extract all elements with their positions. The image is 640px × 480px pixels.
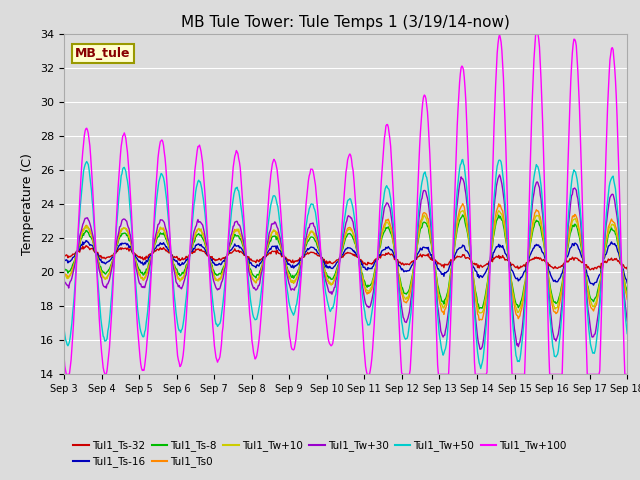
Tul1_Ts-8: [215, 271, 223, 276]
Tul1_Ts-8: [459, 212, 467, 218]
Tul1_Tw+100: [216, 354, 224, 360]
Tul1_Tw+100: [60, 353, 68, 359]
Tul1_Tw+10: [60, 270, 68, 276]
Tul1_Tw+10: [128, 245, 136, 251]
Tul1_Tw+10: [476, 310, 484, 316]
Tul1_Ts0: [215, 276, 223, 281]
Tul1_Ts0: [476, 317, 483, 323]
Tul1_Ts-32: [586, 267, 594, 273]
Tul1_Ts-32: [415, 253, 422, 259]
Tul1_Tw+100: [129, 240, 137, 246]
Tul1_Ts-8: [431, 263, 438, 268]
Line: Tul1_Tw+10: Tul1_Tw+10: [64, 211, 627, 313]
Tul1_Ts-8: [186, 253, 193, 259]
Tul1_Tw+30: [128, 242, 136, 248]
Line: Tul1_Tw+50: Tul1_Tw+50: [64, 159, 627, 369]
Tul1_Ts0: [623, 297, 631, 302]
Tul1_Ts-32: [60, 252, 68, 257]
Tul1_Tw+100: [532, 31, 540, 36]
Tul1_Tw+50: [186, 257, 193, 263]
Tul1_Tw+50: [477, 366, 484, 372]
Tul1_Tw+10: [623, 292, 631, 298]
Tul1_Ts-32: [82, 243, 90, 249]
Tul1_Ts0: [60, 268, 68, 274]
Tul1_Ts-32: [623, 266, 631, 272]
Tul1_Ts-16: [589, 282, 597, 288]
Tul1_Ts-16: [431, 259, 439, 265]
Tul1_Ts-16: [186, 250, 194, 255]
Tul1_Ts-8: [70, 259, 78, 264]
Y-axis label: Temperature (C): Temperature (C): [22, 153, 35, 255]
Tul1_Ts-8: [60, 264, 68, 270]
Tul1_Ts0: [459, 201, 467, 206]
Tul1_Tw+30: [70, 264, 78, 270]
Tul1_Tw+30: [215, 286, 223, 292]
Tul1_Tw+30: [431, 266, 438, 272]
Tul1_Tw+10: [459, 208, 467, 214]
Tul1_Tw+30: [623, 318, 631, 324]
Tul1_Tw+50: [414, 217, 422, 223]
Tul1_Ts0: [414, 234, 422, 240]
Line: Tul1_Ts-32: Tul1_Ts-32: [64, 246, 627, 270]
Line: Tul1_Ts-8: Tul1_Ts-8: [64, 215, 627, 309]
Tul1_Tw+30: [186, 254, 193, 260]
Tul1_Tw+100: [186, 243, 194, 249]
Line: Tul1_Ts0: Tul1_Ts0: [64, 204, 627, 320]
Tul1_Tw+50: [431, 266, 438, 272]
Tul1_Ts0: [186, 254, 193, 260]
Tul1_Ts-16: [415, 249, 422, 255]
Tul1_Ts0: [128, 245, 136, 251]
Line: Tul1_Tw+100: Tul1_Tw+100: [64, 34, 627, 374]
Tul1_Tw+10: [215, 277, 223, 283]
Tul1_Tw+100: [415, 162, 422, 168]
Legend: Tul1_Ts-32, Tul1_Ts-16, Tul1_Ts-8, Tul1_Ts0, Tul1_Tw+10, Tul1_Tw+30, Tul1_Tw+50,: Tul1_Ts-32, Tul1_Ts-16, Tul1_Ts-8, Tul1_…: [69, 436, 571, 471]
Tul1_Tw+100: [623, 372, 631, 377]
Tul1_Tw+30: [414, 225, 422, 231]
Tul1_Ts-8: [128, 246, 136, 252]
Tul1_Tw+30: [60, 276, 68, 282]
Tul1_Tw+10: [414, 236, 422, 242]
Tul1_Tw+10: [431, 263, 438, 268]
Tul1_Ts-16: [129, 251, 137, 256]
Text: MB_tule: MB_tule: [76, 47, 131, 60]
Tul1_Tw+100: [71, 293, 79, 299]
Tul1_Tw+50: [70, 294, 78, 300]
Tul1_Ts-16: [82, 238, 90, 244]
Tul1_Ts0: [431, 264, 438, 269]
Line: Tul1_Ts-16: Tul1_Ts-16: [64, 241, 627, 285]
Tul1_Ts-32: [431, 257, 439, 263]
Tul1_Tw+10: [186, 252, 193, 258]
Tul1_Tw+30: [496, 172, 504, 178]
Tul1_Tw+10: [70, 262, 78, 268]
Tul1_Tw+50: [459, 156, 467, 162]
Tul1_Ts-8: [623, 289, 631, 295]
Tul1_Ts-32: [70, 252, 78, 257]
Tul1_Ts-16: [216, 261, 224, 267]
Tul1_Tw+30: [477, 347, 484, 352]
Tul1_Ts-32: [129, 251, 137, 257]
Tul1_Ts-16: [623, 280, 631, 286]
Title: MB Tule Tower: Tule Temps 1 (3/19/14-now): MB Tule Tower: Tule Temps 1 (3/19/14-now…: [181, 15, 510, 30]
Tul1_Tw+100: [63, 372, 70, 377]
Tul1_Ts-8: [476, 306, 483, 312]
Tul1_Ts-32: [186, 250, 194, 255]
Tul1_Ts-32: [216, 256, 224, 262]
Tul1_Tw+100: [431, 298, 439, 304]
Tul1_Tw+50: [623, 331, 631, 336]
Tul1_Ts-16: [60, 256, 68, 262]
Tul1_Ts-16: [70, 254, 78, 260]
Tul1_Tw+50: [60, 325, 68, 331]
Tul1_Tw+50: [128, 231, 136, 237]
Line: Tul1_Tw+30: Tul1_Tw+30: [64, 175, 627, 349]
Tul1_Ts-8: [414, 239, 422, 244]
Tul1_Tw+50: [215, 322, 223, 327]
Tul1_Ts0: [70, 261, 78, 267]
